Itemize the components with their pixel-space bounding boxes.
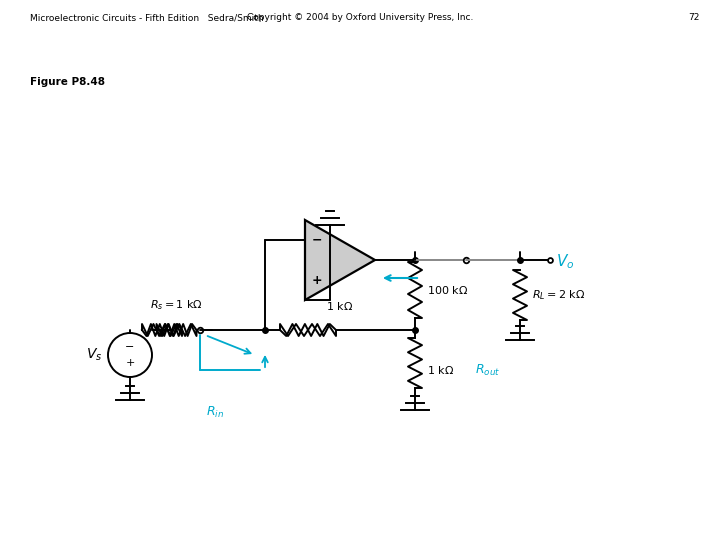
Text: −: −	[125, 342, 135, 352]
Text: +: +	[312, 273, 323, 287]
Text: Figure P8.48: Figure P8.48	[30, 77, 105, 87]
Text: $V_s$: $V_s$	[86, 347, 102, 363]
Text: $1\ \mathrm{k\Omega}$: $1\ \mathrm{k\Omega}$	[326, 300, 354, 312]
Text: $100\ \mathrm{k\Omega}$: $100\ \mathrm{k\Omega}$	[427, 284, 468, 296]
Text: −: −	[312, 233, 323, 246]
Text: +: +	[125, 358, 135, 368]
Text: Microelectronic Circuits - Fifth Edition   Sedra/Smith: Microelectronic Circuits - Fifth Edition…	[30, 14, 264, 23]
Text: $R_L = 2\ \mathrm{k\Omega}$: $R_L = 2\ \mathrm{k\Omega}$	[532, 288, 585, 302]
Text: $1\ \mathrm{k\Omega}$: $1\ \mathrm{k\Omega}$	[427, 364, 454, 376]
Text: $R_{out}$: $R_{out}$	[475, 362, 500, 377]
Text: $R_{in}$: $R_{in}$	[206, 405, 224, 420]
Polygon shape	[305, 220, 375, 300]
Text: 72: 72	[688, 14, 700, 23]
Text: Copyright © 2004 by Oxford University Press, Inc.: Copyright © 2004 by Oxford University Pr…	[247, 14, 473, 23]
Text: $R_s = 1\ \mathrm{k\Omega}$: $R_s = 1\ \mathrm{k\Omega}$	[150, 298, 203, 312]
Text: $V_o$: $V_o$	[556, 253, 575, 271]
